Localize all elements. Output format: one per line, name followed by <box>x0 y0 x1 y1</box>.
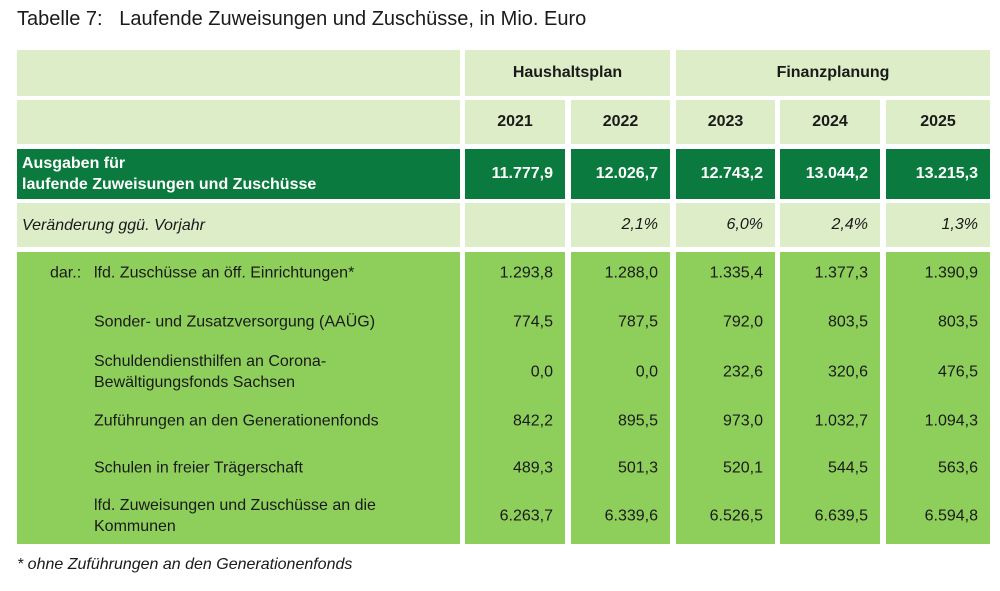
body-value: 320,6 <box>827 363 868 381</box>
body-value: 6.594,8 <box>924 507 978 525</box>
body-value: 1.390,9 <box>924 264 978 282</box>
body-row-label: lfd. Zuweisungen und Zuschüsse an die Ko… <box>17 495 460 537</box>
change-value: 2,4% <box>780 203 880 247</box>
body-value: 476,5 <box>937 363 978 381</box>
body-value: 6.339,6 <box>604 507 658 525</box>
row-label: lfd. Zuschüsse an öff. Einrichtungen* <box>94 264 355 282</box>
year-header: 2024 <box>780 100 880 144</box>
body-value: 792,0 <box>722 313 763 331</box>
body-value: 6.263,7 <box>499 507 553 525</box>
row-label: Zuführungen an den Generationenfonds <box>94 412 379 430</box>
body-value: 520,1 <box>722 459 763 477</box>
total-label-line2: laufende Zuweisungen und Zuschüsse <box>22 176 317 193</box>
total-row-label: Ausgaben für laufende Zuweisungen und Zu… <box>17 149 460 199</box>
total-label-line1: Ausgaben für <box>22 155 126 172</box>
total-value: 13.044,2 <box>780 149 880 199</box>
body-value: 1.094,3 <box>924 412 978 430</box>
body-value-column: 1.390,9 803,5 476,5 1.094,3 563,6 6.594,8 <box>886 252 990 544</box>
body-row-label: Schuldendiensthilfen an Corona- Bewältig… <box>17 351 460 393</box>
total-value: 12.743,2 <box>676 149 775 199</box>
header-empty-cell <box>17 50 460 96</box>
body-value: 774,5 <box>512 313 553 331</box>
body-value: 563,6 <box>937 459 978 477</box>
body-value-column: 1.288,0 787,5 0,0 895,5 501,3 6.339,6 <box>571 252 670 544</box>
body-value-column: 1.377,3 803,5 320,6 1.032,7 544,5 6.639,5 <box>780 252 880 544</box>
body-value: 0,0 <box>635 363 658 381</box>
header-group-finanzplanung: Finanzplanung <box>676 50 990 96</box>
body-value: 803,5 <box>937 313 978 331</box>
year-header: 2021 <box>465 100 565 144</box>
header-group-haushaltsplan: Haushaltsplan <box>465 50 670 96</box>
body-value: 1.377,3 <box>814 264 868 282</box>
footnote: * ohne Zuführungen an den Generationenfo… <box>17 556 353 573</box>
year-header: 2022 <box>571 100 670 144</box>
body-row-label: Zuführungen an den Generationenfonds <box>17 411 460 432</box>
body-row-label: dar.: lfd. Zuschüsse an öff. Einrichtunge… <box>17 263 460 284</box>
total-value: 11.777,9 <box>465 149 565 199</box>
body-value: 544,5 <box>827 459 868 477</box>
row-label: lfd. Zuweisungen und Zuschüsse an die Ko… <box>94 497 376 535</box>
body-value: 803,5 <box>827 313 868 331</box>
change-value <box>465 203 565 247</box>
body-value: 787,5 <box>617 313 658 331</box>
total-value: 12.026,7 <box>571 149 670 199</box>
body-label-column: dar.: lfd. Zuschüsse an öff. Einrichtunge… <box>17 252 460 544</box>
change-value: 1,3% <box>886 203 990 247</box>
year-header: 2025 <box>886 100 990 144</box>
body-value: 973,0 <box>722 412 763 430</box>
row-label: Schuldendiensthilfen an Corona- Bewältig… <box>94 353 327 391</box>
change-value: 2,1% <box>571 203 670 247</box>
header-empty-cell <box>17 100 460 144</box>
body-value: 6.639,5 <box>814 507 868 525</box>
row-label: Sonder- und Zusatzversorgung (AAÜG) <box>94 313 376 331</box>
body-value: 1.293,8 <box>499 264 553 282</box>
body-value-column: 1.293,8 774,5 0,0 842,2 489,3 6.263,7 <box>465 252 565 544</box>
table-title: Tabelle 7: Laufende Zuweisungen und Zusc… <box>17 8 587 30</box>
body-value: 842,2 <box>512 412 553 430</box>
row-label: Schulen in freier Trägerschaft <box>94 459 303 477</box>
total-value: 13.215,3 <box>886 149 990 199</box>
body-value: 1.335,4 <box>709 264 763 282</box>
change-row-label: Veränderung ggü. Vorjahr <box>17 203 460 247</box>
body-value-column: 1.335,4 792,0 232,6 973,0 520,1 6.526,5 <box>676 252 775 544</box>
year-header: 2023 <box>676 100 775 144</box>
body-value: 1.032,7 <box>814 412 868 430</box>
body-value: 895,5 <box>617 412 658 430</box>
body-value: 0,0 <box>530 363 553 381</box>
change-value: 6,0% <box>676 203 775 247</box>
body-row-label: Sonder- und Zusatzversorgung (AAÜG) <box>17 312 460 333</box>
body-value: 1.288,0 <box>604 264 658 282</box>
body-value: 6.526,5 <box>709 507 763 525</box>
body-value: 232,6 <box>722 363 763 381</box>
body-value: 501,3 <box>617 459 658 477</box>
row-prefix: dar.: <box>50 264 82 282</box>
body-value: 489,3 <box>512 459 553 477</box>
body-row-label: Schulen in freier Trägerschaft <box>17 458 460 479</box>
